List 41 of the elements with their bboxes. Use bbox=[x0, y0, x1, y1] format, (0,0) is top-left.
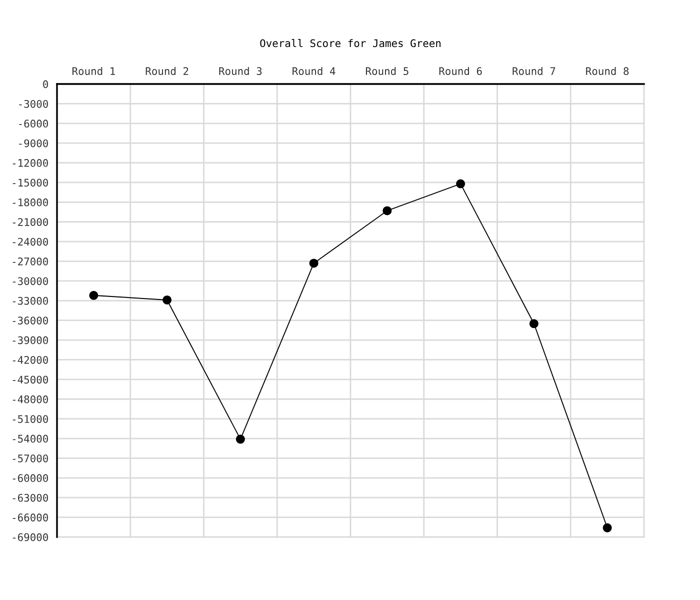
y-tick-label: -60000 bbox=[12, 474, 48, 482]
x-tick-label: Round 4 bbox=[292, 66, 336, 76]
point bbox=[89, 290, 98, 300]
y-tick-label: -36000 bbox=[12, 316, 48, 324]
y-tick-label: -54000 bbox=[12, 434, 48, 443]
y-tick-label: -63000 bbox=[12, 494, 48, 502]
y-tick-label: 0 bbox=[43, 80, 48, 88]
point bbox=[162, 295, 172, 305]
y-tick-label: -66000 bbox=[12, 514, 48, 522]
x-tick-label: Round 3 bbox=[219, 66, 262, 76]
y-tick-label: -21000 bbox=[12, 218, 48, 226]
y-tick-label: -45000 bbox=[12, 376, 48, 384]
point bbox=[602, 523, 612, 532]
y-tick-label: -51000 bbox=[12, 415, 48, 423]
y-tick-label: -9000 bbox=[19, 139, 48, 148]
y-tick-label: -12000 bbox=[12, 159, 48, 167]
point bbox=[529, 319, 538, 328]
point bbox=[236, 434, 245, 444]
y-tick-label: -57000 bbox=[12, 454, 48, 462]
point bbox=[382, 206, 392, 216]
point bbox=[456, 179, 466, 188]
y-tick-label: -6000 bbox=[19, 120, 48, 128]
y-tick-label: -18000 bbox=[12, 198, 48, 206]
y-tick-label: -69000 bbox=[12, 533, 48, 542]
point bbox=[309, 258, 318, 268]
x-tick-label: Round 8 bbox=[586, 66, 629, 76]
y-tick-label: -3000 bbox=[19, 100, 48, 108]
y-tick-label: -33000 bbox=[12, 296, 48, 305]
y-tick-label: -39000 bbox=[12, 336, 48, 344]
y-tick-label: -27000 bbox=[12, 258, 48, 266]
chart-title: Overall Score for James Green bbox=[260, 39, 441, 48]
x-tick-label: Round 2 bbox=[146, 66, 188, 76]
x-tick-label: Round 1 bbox=[72, 66, 115, 76]
y-tick-label: -42000 bbox=[12, 356, 48, 364]
x-tick-label: Round 6 bbox=[439, 66, 482, 76]
y-tick-label: -15000 bbox=[12, 178, 48, 187]
y-tick-label: -48000 bbox=[12, 395, 48, 404]
x-tick-label: Round 5 bbox=[366, 66, 408, 76]
y-tick-label: -24000 bbox=[12, 238, 48, 246]
y-tick-label: -30000 bbox=[12, 277, 48, 286]
x-tick-label: Round 7 bbox=[512, 66, 556, 76]
